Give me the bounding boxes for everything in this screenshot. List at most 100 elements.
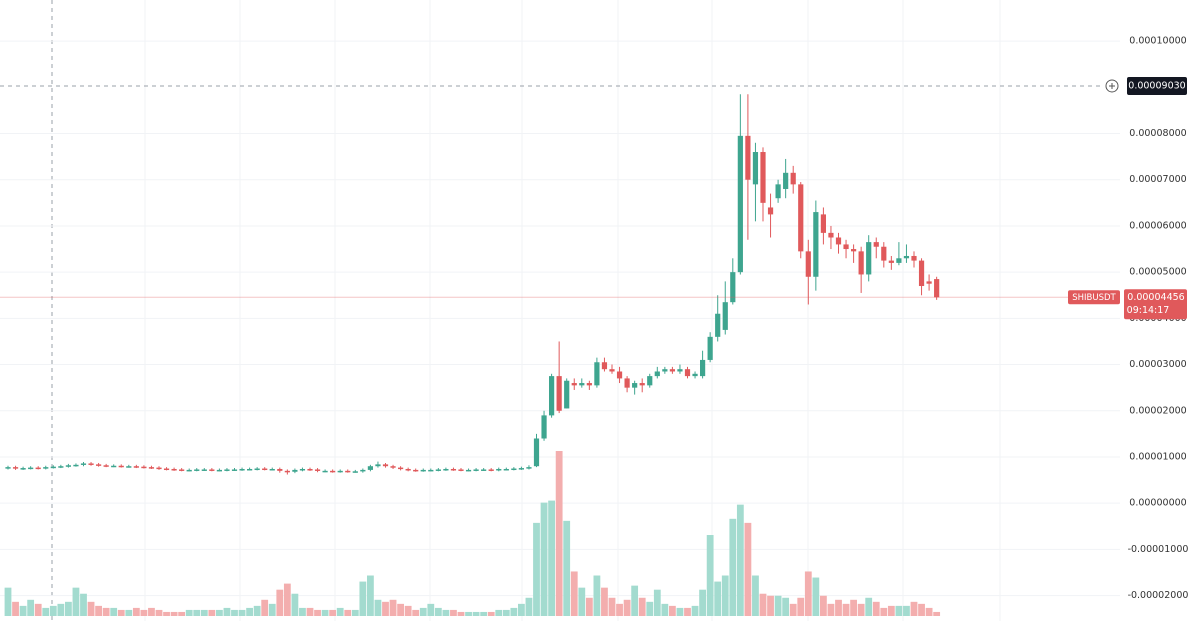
candle-body [5,467,11,469]
volume-bar [880,607,888,616]
volume-bar [918,603,925,616]
candle-body [790,172,796,185]
volume-bar [223,607,231,616]
candle-body [752,152,759,185]
candle-body [473,469,479,471]
volume-bar [208,609,216,616]
volume-bar [510,607,518,616]
last-price-box [1124,289,1187,320]
volume-bar [389,599,397,616]
candle-body [805,251,811,277]
volume-bar [140,609,148,616]
candle-body [428,469,434,472]
volume-bar [34,603,42,616]
volume-bar [457,611,465,616]
volume-bar [253,605,261,616]
volume-bar [925,607,933,616]
candle-body [337,470,343,473]
volume-bar [193,609,201,616]
candle-body [450,468,457,471]
volume-bar [661,603,669,616]
volume-bar [820,595,827,616]
candle-body [277,468,283,471]
crosshair-label-box [1127,76,1187,95]
volume-bar [518,603,525,616]
volume-bar [200,609,208,616]
volume-bar [887,605,895,616]
volume-bar [283,583,291,616]
y-tick-label: -0.00002000 [1128,590,1189,601]
candle-body [28,467,34,470]
candle-body [934,279,940,298]
candle-body [330,470,336,473]
y-tick-label: 0.00007000 [1129,174,1186,185]
volume-bar [351,609,359,616]
candle-body [35,467,41,470]
candle-body [420,469,426,472]
candle-body [435,469,441,471]
candle-body [254,468,260,471]
candle-body [503,468,509,471]
candle-body [571,383,577,386]
volume-bar [12,601,19,616]
volume-bar [185,609,193,616]
candle-body [692,373,698,377]
candle-body [367,466,373,470]
candle-body [375,464,381,467]
candle-body [533,438,540,467]
candle-body [798,184,804,252]
volume-bar [623,599,631,616]
volume-bar [27,599,35,616]
candle-body [216,469,222,472]
candle-body [700,359,706,377]
candle-body [488,469,494,471]
volume-bar [578,587,586,616]
candle-body [601,362,608,370]
crosshair-label: 0.00009030 [1128,80,1185,91]
volume-bar [4,587,12,616]
y-tick-label: 0.00005000 [1129,267,1186,278]
candle-body [707,336,713,360]
candle-body [730,272,736,303]
symbol-label-box [1068,290,1120,305]
volume-bar [359,581,367,616]
volume-bar [434,607,442,616]
volume-bar [329,609,337,616]
volume-bar [570,571,578,616]
candle-body [307,468,313,471]
volume-bar [653,589,661,616]
volume-bar [721,575,729,616]
candle-body [481,469,487,471]
volume-bar [804,571,812,616]
candle-body [163,468,170,471]
candle-body [775,184,781,199]
volume-bar [835,599,842,616]
volume-bar [706,535,714,616]
candle-body [677,369,683,372]
volume-bar [412,609,420,616]
candle-body [654,371,660,377]
candle-body [541,415,547,439]
volume-bar [261,599,269,616]
volume-bar [608,597,616,616]
volume-bar [684,607,691,616]
candle-body [413,469,419,472]
volume-bar [903,605,910,616]
volume-bar [714,581,722,616]
volume-bar [314,609,321,616]
candle-body [156,467,162,470]
volume-bar [155,609,163,616]
candle-body [918,260,925,287]
volume-bar [759,593,767,616]
candle-body [760,152,766,203]
volume-bar [895,605,903,616]
volume-bar [850,599,857,616]
candle-body [496,468,502,471]
volume-bar [797,597,805,616]
volume-bar [216,609,223,616]
candle-body [594,362,600,386]
candle-body [669,369,675,372]
volume-bar [601,587,608,616]
volume-bar [321,609,329,616]
